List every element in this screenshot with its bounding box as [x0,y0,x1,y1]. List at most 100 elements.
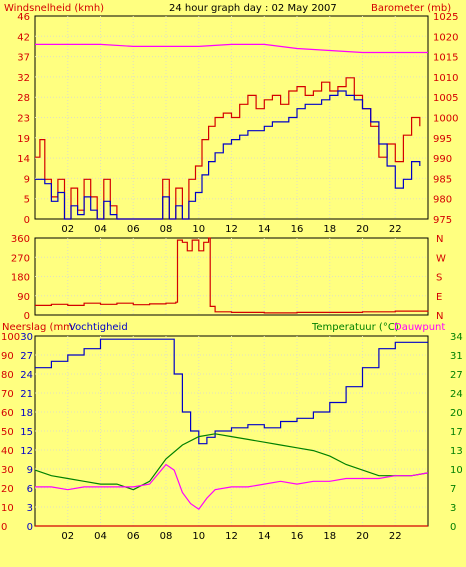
time-axis-tick-label: 10 [192,531,205,542]
humidity-line [35,338,428,445]
time-axis-tick-label: 22 [389,531,402,542]
compass-letter-label: W [436,253,446,264]
humidity-axis-tick-label: 0 [27,522,33,533]
direction-axis-tick-label: 360 [11,234,30,245]
time-axis-tick-label: 14 [258,531,271,542]
time-axis-tick-label: 06 [127,224,140,235]
barometer-axis-tick-label: 1015 [433,53,458,64]
wind-axis-tick-label: 9 [24,174,30,185]
direction-axis-tick-label: 180 [11,273,30,284]
humidity-axis-tick-label: 24 [20,370,33,381]
humidity-axis-tick-label: 12 [20,446,33,457]
temperature-axis-tick-label: 17 [450,427,463,438]
time-axis-tick-label: 14 [258,224,271,235]
barometer-axis-tick-label: 990 [433,154,452,165]
wind-gust-line [35,77,421,220]
humidity-axis-tick-label: 27 [20,351,33,362]
rain-axis-tick-label: 70 [1,389,14,400]
temperature-axis-title: Temperatuur (°C) [311,322,399,333]
rain-axis-tick-label: 30 [1,465,14,476]
barometer-axis-tick-label: 980 [433,195,452,206]
humidity-axis-tick-label: 30 [20,332,33,343]
time-axis-tick-label: 12 [225,531,238,542]
temperature-axis-tick-label: 0 [450,522,456,533]
time-axis-tick-label: 08 [160,531,173,542]
wind-axis-tick-label: 46 [17,12,30,23]
time-axis-tick-label: 06 [127,531,140,542]
direction-axis-tick-label: 0 [24,311,30,322]
barometer-axis-tick-label: 1020 [433,32,458,43]
temperature-axis-tick-label: 7 [450,484,456,495]
time-axis-tick-label: 04 [94,531,107,542]
wind-direction-line [35,237,429,314]
rain-axis-tick-label: 100 [1,332,20,343]
dewpoint-line [35,463,429,511]
temperature-axis-tick-label: 3 [450,503,456,514]
humidity-axis-tick-label: 6 [27,484,33,495]
direction-axis-tick-label: 90 [17,292,30,303]
wind-speed-line [35,90,421,220]
time-axis-tick-label: 20 [356,224,369,235]
humidity-axis-tick-label: 18 [20,408,33,419]
time-axis-tick-label: 22 [389,224,402,235]
humidity-axis-title: Vochtigheid [69,322,128,333]
time-axis-tick-label: 18 [323,531,336,542]
humidity-axis-tick-label: 9 [27,465,33,476]
barometer-axis-tick-label: 1010 [433,73,458,84]
barometer-axis-tick-label: 995 [433,134,452,145]
barometer-axis-tick-label: 1025 [433,12,458,23]
rain-axis-tick-label: 10 [1,503,14,514]
temperature-axis-tick-label: 20 [450,408,463,419]
time-axis-tick-label: 16 [291,531,304,542]
compass-letter-label: E [436,292,442,303]
wind-axis-tick-label: 0 [24,215,30,226]
barometer-axis-tick-label: 1005 [433,93,458,104]
temperature-axis-tick-label: 10 [450,465,463,476]
rain-axis-tick-label: 40 [1,446,14,457]
compass-letter-label: N [436,234,443,245]
barometer-axis-title: Barometer (mb) [371,3,451,14]
barometer-axis-tick-label: 985 [433,174,452,185]
rain-axis-tick-label: 20 [1,484,14,495]
rain-axis-title: Neerslag (mm [2,322,73,333]
temperature-axis-tick-label: 27 [450,370,463,381]
wind-axis-tick-label: 28 [17,93,30,104]
wind-axis-tick-label: 19 [17,134,30,145]
dewpoint-axis-title: Dauwpunt [394,322,445,333]
temperature-axis-tick-label: 34 [450,332,463,343]
wind-axis-title: Windsnelheid (kmh) [4,3,104,14]
direction-axis-tick-label: 270 [11,253,30,264]
temperature-axis-tick-label: 31 [450,351,463,362]
rain-axis-tick-label: 0 [1,522,7,533]
barometer-axis-tick-label: 975 [433,215,452,226]
temperature-axis-tick-label: 13 [450,446,463,457]
time-axis-tick-label: 02 [61,531,74,542]
chart-title: 24 hour graph day : 02 May 2007 [169,3,337,14]
wind-axis-tick-label: 14 [17,154,30,165]
compass-letter-label: S [436,273,442,284]
rain-axis-tick-label: 80 [1,370,14,381]
wind-axis-tick-label: 23 [17,114,30,125]
temperature-axis-tick-label: 24 [450,389,463,400]
wind-axis-tick-label: 5 [24,195,30,206]
wind-axis-tick-label: 32 [17,73,30,84]
temperature-line [34,433,429,491]
barometer-line [35,43,428,54]
time-axis-tick-label: 02 [61,224,74,235]
rain-axis-tick-label: 60 [1,408,14,419]
rain-axis-tick-label: 90 [1,351,14,362]
time-axis-tick-label: 16 [291,224,304,235]
time-axis-tick-label: 08 [160,224,173,235]
time-axis-tick-label: 18 [323,224,336,235]
time-axis-tick-label: 04 [94,224,107,235]
wind-axis-tick-label: 42 [17,32,30,43]
humidity-axis-tick-label: 3 [27,503,33,514]
time-axis-tick-label: 20 [356,531,369,542]
rain-axis-tick-label: 50 [1,427,14,438]
wind-axis-tick-label: 37 [17,53,30,64]
time-axis-tick-label: 12 [225,224,238,235]
time-axis-tick-label: 10 [192,224,205,235]
barometer-axis-tick-label: 1000 [433,114,458,125]
humidity-axis-tick-label: 21 [20,389,33,400]
